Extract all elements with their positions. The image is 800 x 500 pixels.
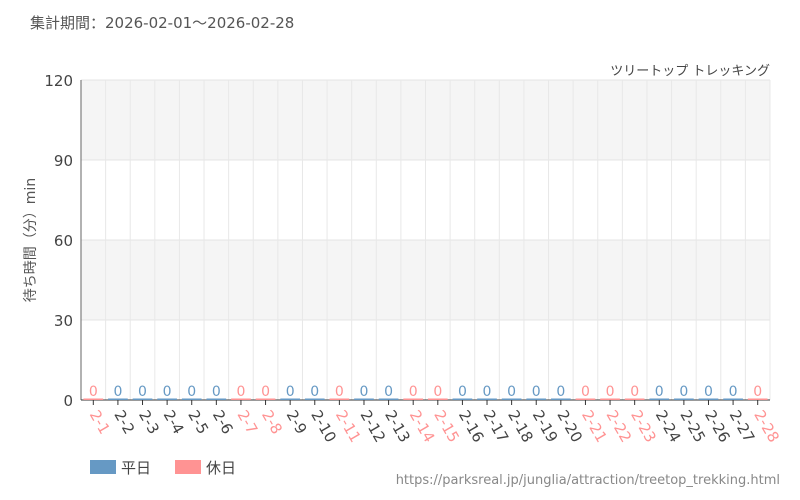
x-tick-label: 2-23 bbox=[627, 407, 660, 445]
bar bbox=[108, 398, 128, 400]
data-label: 0 bbox=[581, 384, 590, 400]
data-label: 0 bbox=[187, 384, 196, 400]
bar bbox=[280, 398, 301, 400]
data-label: 0 bbox=[212, 384, 221, 400]
bar bbox=[378, 398, 399, 400]
data-label: 0 bbox=[286, 384, 295, 400]
bar bbox=[526, 398, 547, 400]
x-tick-label: 2-3 bbox=[135, 407, 163, 437]
bar bbox=[477, 398, 497, 400]
data-label: 0 bbox=[360, 384, 369, 400]
x-tick-label: 2-26 bbox=[701, 407, 734, 445]
y-axis-label: 待ち時間（分）min bbox=[23, 178, 39, 302]
x-tick-label: 2-18 bbox=[504, 407, 537, 445]
bar bbox=[181, 398, 202, 400]
bar bbox=[649, 398, 670, 400]
x-tick-label: 2-5 bbox=[184, 407, 212, 437]
x-tick-label: 2-2 bbox=[110, 407, 138, 437]
x-tick-label: 2-25 bbox=[676, 407, 709, 445]
bar bbox=[403, 398, 424, 400]
data-label: 0 bbox=[163, 384, 172, 400]
data-label: 0 bbox=[729, 384, 738, 400]
bar bbox=[747, 398, 768, 400]
data-label: 0 bbox=[679, 384, 688, 400]
data-label: 0 bbox=[458, 384, 467, 400]
bar bbox=[600, 398, 620, 400]
x-tick-label: 2-15 bbox=[430, 407, 463, 445]
legend-label: 平日 bbox=[121, 459, 151, 477]
x-tick-label: 2-17 bbox=[480, 407, 513, 445]
bar bbox=[674, 398, 694, 400]
data-label: 0 bbox=[384, 384, 393, 400]
source-url[interactable]: https://parksreal.jp/junglia/attraction/… bbox=[395, 473, 780, 488]
x-tick-label: 2-13 bbox=[381, 407, 414, 445]
data-label: 0 bbox=[138, 384, 147, 400]
y-tick-label: 90 bbox=[54, 152, 73, 170]
x-tick-label: 2-28 bbox=[750, 407, 783, 445]
x-tick-label: 2-9 bbox=[283, 407, 311, 437]
data-label: 0 bbox=[261, 384, 270, 400]
data-label: 0 bbox=[507, 384, 516, 400]
data-label: 0 bbox=[655, 384, 664, 400]
data-label: 0 bbox=[483, 384, 492, 400]
data-label: 0 bbox=[606, 384, 615, 400]
attraction-name: ツリートップ トレッキング bbox=[610, 64, 770, 79]
x-tick-label: 2-12 bbox=[357, 407, 390, 445]
bar bbox=[723, 398, 743, 400]
x-tick-label: 2-16 bbox=[455, 407, 488, 445]
x-tick-label: 2-24 bbox=[652, 407, 685, 445]
data-label: 0 bbox=[433, 384, 442, 400]
bar bbox=[83, 398, 104, 400]
x-tick-label: 2-4 bbox=[160, 407, 188, 437]
bar bbox=[427, 398, 448, 400]
legend-swatch bbox=[175, 460, 201, 474]
x-tick-label: 2-22 bbox=[603, 407, 636, 445]
data-label: 0 bbox=[409, 384, 418, 400]
data-label: 0 bbox=[89, 384, 98, 400]
bar bbox=[255, 398, 276, 400]
data-label: 0 bbox=[113, 384, 122, 400]
data-label: 0 bbox=[753, 384, 762, 400]
x-tick-label: 2-20 bbox=[553, 407, 586, 445]
data-label: 0 bbox=[532, 384, 541, 400]
bar bbox=[698, 398, 719, 400]
legend-label: 休日 bbox=[206, 459, 236, 477]
y-tick-label: 120 bbox=[44, 72, 73, 90]
data-label: 0 bbox=[236, 384, 245, 400]
x-tick-label: 2-6 bbox=[209, 407, 237, 437]
bar bbox=[329, 398, 350, 400]
x-tick-label: 2-7 bbox=[233, 407, 261, 437]
data-label: 0 bbox=[335, 384, 344, 400]
bar bbox=[354, 398, 374, 400]
data-label: 0 bbox=[310, 384, 319, 400]
bar bbox=[550, 398, 571, 400]
bar bbox=[501, 398, 522, 400]
bar bbox=[304, 398, 325, 400]
data-label: 0 bbox=[556, 384, 565, 400]
y-tick-label: 0 bbox=[63, 392, 73, 410]
bar bbox=[575, 398, 596, 400]
bar bbox=[452, 398, 473, 400]
bar bbox=[132, 398, 153, 400]
legend-swatch bbox=[90, 460, 116, 474]
x-tick-label: 2-1 bbox=[86, 407, 114, 437]
data-label: 0 bbox=[704, 384, 713, 400]
period-label: 集計期間：2026-02-01～2026-02-28 bbox=[30, 14, 295, 32]
x-tick-label: 2-19 bbox=[529, 407, 562, 445]
bar bbox=[206, 398, 227, 400]
x-tick-label: 2-10 bbox=[307, 407, 340, 445]
x-tick-label: 2-27 bbox=[726, 407, 759, 445]
x-tick-label: 2-8 bbox=[258, 407, 286, 437]
bar bbox=[624, 398, 645, 400]
y-tick-label: 30 bbox=[54, 312, 73, 330]
bar bbox=[157, 398, 177, 400]
bar bbox=[231, 398, 251, 400]
x-tick-label: 2-11 bbox=[332, 407, 365, 445]
x-tick-label: 2-21 bbox=[578, 407, 611, 445]
y-tick-label: 60 bbox=[54, 232, 73, 250]
data-label: 0 bbox=[630, 384, 639, 400]
x-tick-label: 2-14 bbox=[406, 407, 439, 445]
